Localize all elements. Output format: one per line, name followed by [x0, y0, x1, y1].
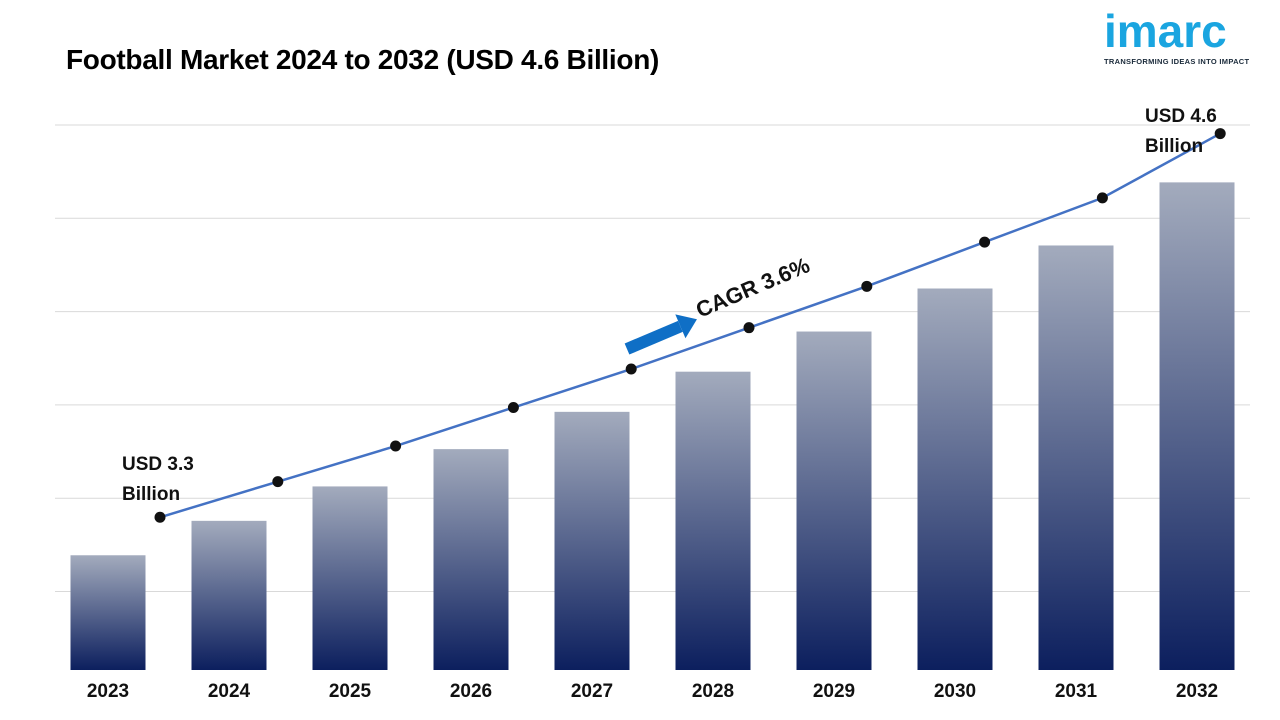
x-tick-2032: 2032 — [1176, 681, 1218, 702]
bar-2031 — [1038, 245, 1114, 670]
line-point-2023 — [154, 511, 166, 523]
x-tick-2027: 2027 — [571, 681, 613, 702]
trend-line-layer — [154, 128, 1226, 523]
imarc-logo: imarc TRANSFORMING IDEAS INTO IMPACT — [1100, 2, 1260, 70]
line-point-2025 — [390, 440, 402, 452]
line-point-2029 — [861, 280, 873, 292]
bars — [70, 182, 1235, 671]
end-value-label-line1: USD 4.6 — [1145, 106, 1217, 127]
line-point-2030 — [979, 236, 991, 248]
x-tick-2030: 2030 — [934, 681, 976, 702]
x-tick-2025: 2025 — [329, 681, 372, 702]
x-tick-2029: 2029 — [813, 681, 855, 702]
end-value-label-line2: Billion — [1145, 136, 1203, 157]
bar-2028 — [675, 371, 751, 670]
x-tick-2031: 2031 — [1055, 681, 1098, 702]
bar-2027 — [554, 411, 630, 670]
logo-tagline: TRANSFORMING IDEAS INTO IMPACT — [1104, 57, 1250, 66]
line-point-2032 — [1214, 128, 1226, 140]
trend-line — [159, 132, 1221, 519]
chart-title: Football Market 2024 to 2032 (USD 4.6 Bi… — [66, 44, 660, 75]
line-point-2028 — [743, 322, 755, 334]
x-tick-2024: 2024 — [208, 681, 251, 702]
x-tick-2028: 2028 — [692, 681, 734, 702]
bar-2026 — [433, 449, 509, 670]
x-tick-2026: 2026 — [450, 681, 492, 702]
start-value-label-line2: Billion — [122, 484, 180, 505]
cagr-arrow-shaft — [624, 320, 683, 355]
line-point-2031 — [1096, 192, 1108, 204]
start-value-label-line1: USD 3.3 — [122, 454, 194, 475]
bar-2030 — [917, 288, 993, 670]
logo-wordmark: imarc — [1104, 5, 1227, 57]
bar-2023 — [70, 555, 146, 670]
bar-2024 — [191, 520, 267, 670]
bar-2025 — [312, 486, 388, 670]
line-point-2024 — [272, 476, 284, 488]
line-point-2026 — [507, 402, 519, 414]
x-axis-ticks: 2023 2024 2025 2026 2027 2028 2029 2030 2031 2032 — [87, 681, 1218, 702]
bar-2029 — [796, 331, 872, 670]
cagr-arrow — [624, 314, 697, 355]
line-point-2027 — [625, 363, 637, 375]
cagr-arrow-head — [675, 314, 697, 339]
bar-2032 — [1159, 182, 1235, 671]
x-tick-2023: 2023 — [87, 681, 129, 702]
